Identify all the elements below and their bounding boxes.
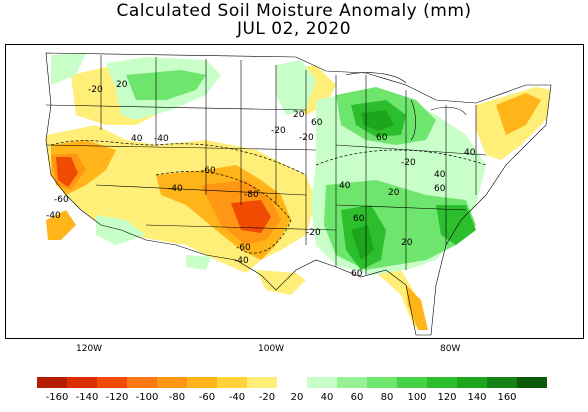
contour-label: 40 <box>339 181 351 191</box>
contour-label: 20 <box>116 80 128 90</box>
contour-lines <box>50 140 487 254</box>
legend-tick-label: -40 <box>228 392 246 403</box>
contour-label: -20 <box>306 228 321 238</box>
legend-tick-label: -140 <box>75 392 99 403</box>
contour-label: -20 <box>401 158 416 168</box>
contour-label: -20 <box>299 133 314 143</box>
legend-tick-label: 160 <box>497 392 517 403</box>
contour-label: -80 <box>244 190 259 200</box>
contour-label: -40 <box>168 184 183 194</box>
legend-tick-label: -20 <box>258 392 276 403</box>
legend-tick-label: 100 <box>407 392 427 403</box>
legend-swatch <box>217 377 247 388</box>
legend-swatch <box>427 377 457 388</box>
contour-labels: -20 20 -40 -60 -80 40 60 -20 20 40 60 -4… <box>46 80 476 279</box>
contour-label: -20 <box>88 85 103 95</box>
legend-swatch <box>37 377 67 388</box>
contour-label: -20 <box>271 126 286 136</box>
legend-tick-label: -100 <box>135 392 159 403</box>
legend-swatch <box>397 377 427 388</box>
legend-swatch <box>127 377 157 388</box>
longitude-label: 80W <box>440 344 461 354</box>
contour-label: -40 <box>234 256 249 266</box>
legend-swatch <box>307 377 337 388</box>
legend-swatch <box>457 377 487 388</box>
contour-label: -60 <box>236 243 251 253</box>
legend-swatch <box>337 377 367 388</box>
contour-label: -60 <box>54 195 69 205</box>
anomaly-plus80-regions <box>351 110 394 260</box>
legend-swatch <box>247 377 277 388</box>
map-canvas: -20 20 -40 -60 -80 40 60 -20 20 40 60 -4… <box>45 52 552 336</box>
contour-label: 40 <box>434 170 446 180</box>
legend-swatch <box>487 377 517 388</box>
map-title: Calculated Soil Moisture Anomaly (mm) <box>116 1 472 21</box>
contour-label: 20 <box>388 188 400 198</box>
contour-label: 60 <box>311 118 323 128</box>
legend-swatch <box>367 377 397 388</box>
longitude-label: 120W <box>76 344 103 354</box>
contour-label: -60 <box>201 166 216 176</box>
legend-tick-label: 60 <box>350 392 364 403</box>
legend-tick-label: 40 <box>320 392 334 403</box>
contour-label: 40 <box>464 148 476 158</box>
legend-swatch <box>517 377 547 388</box>
contour-label: -40 <box>46 211 61 221</box>
legend-tick-label: -160 <box>45 392 69 403</box>
contour-label: 20 <box>293 110 305 120</box>
legend-swatch <box>97 377 127 388</box>
legend-tick-label: 120 <box>437 392 457 403</box>
contour-label: 20 <box>401 238 413 248</box>
map-date: JUL 02, 2020 <box>236 19 352 39</box>
legend-tick-label: 140 <box>467 392 487 403</box>
contour-label: 40 <box>131 134 143 144</box>
legend-tick-label: -120 <box>105 392 129 403</box>
contour-label: 60 <box>351 269 363 279</box>
longitude-label: 100W <box>258 344 285 354</box>
legend-tick-label: -60 <box>198 392 216 403</box>
anomaly-map: -20 20 -40 -60 -80 40 60 -20 20 40 60 -4… <box>5 44 584 339</box>
contour-label: -40 <box>154 134 169 144</box>
legend-tick-label: -80 <box>168 392 186 403</box>
state-boundaries <box>45 52 552 336</box>
legend-swatch <box>67 377 97 388</box>
legend-swatch <box>157 377 187 388</box>
legend-swatch <box>187 377 217 388</box>
legend-tick-label: 80 <box>380 392 394 403</box>
anomaly-minus80-regions <box>56 157 271 233</box>
contour-label: 60 <box>376 133 388 143</box>
contour-label: 60 <box>353 214 365 224</box>
great-lakes <box>345 72 467 141</box>
legend-tick-label: 20 <box>290 392 304 403</box>
contour-label: 60 <box>434 184 446 194</box>
